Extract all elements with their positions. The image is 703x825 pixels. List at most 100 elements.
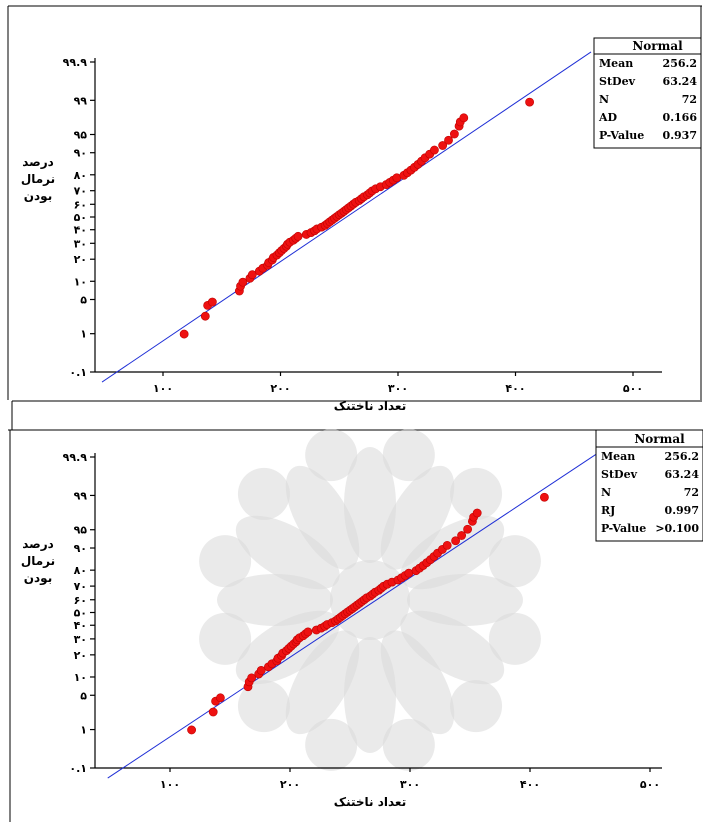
y-tick-label: ۹۹ — [74, 489, 88, 502]
watermark-petal — [380, 465, 455, 570]
legend-stat-value: 0.997 — [665, 504, 699, 517]
legend-stat-value: 63.24 — [663, 75, 698, 88]
legend-stat-value: 72 — [682, 93, 697, 106]
watermark-arc — [199, 535, 252, 588]
legend-stat-label: P-Value — [599, 129, 644, 142]
y-tick-label: ۱ — [80, 724, 87, 737]
x-tick-label: ۴۰۰ — [505, 382, 525, 395]
data-point — [438, 141, 448, 150]
y-tick-label: ۹۹.۹ — [63, 451, 88, 464]
legend-stat-label: Mean — [599, 57, 633, 70]
data-point — [256, 665, 266, 675]
x-tick-label: ۴۰۰ — [520, 778, 540, 791]
x-tick-label: ۳۰۰ — [388, 382, 408, 395]
data-point — [200, 311, 210, 321]
watermark-petal — [400, 515, 505, 590]
watermark-arc — [450, 680, 503, 733]
legend-stat-value: >0.100 — [655, 522, 699, 535]
y-tick-label: ۴۰ — [74, 619, 87, 632]
y-tick-label: ۵۰ — [74, 607, 87, 620]
watermark-arc — [199, 612, 252, 665]
y-axis-title-line: درصد — [22, 155, 54, 169]
y-tick-label: ۳۰ — [74, 633, 87, 646]
x-tick-label: ۲۰۰ — [280, 778, 300, 791]
legend-stat-label: StDev — [599, 75, 636, 88]
y-tick-label: ۳۰ — [74, 237, 87, 250]
data-point — [238, 277, 248, 287]
data-point — [303, 627, 313, 637]
y-tick-label: ۹۵ — [74, 524, 88, 537]
watermark-arc — [450, 467, 503, 520]
y-tick-label: ۶۰ — [74, 594, 87, 607]
legend-stat-value: 0.166 — [663, 111, 698, 124]
data-point — [179, 329, 189, 339]
data-point — [442, 540, 452, 550]
y-tick-label: ۰.۱ — [69, 762, 87, 775]
y-tick-label: ۹۰ — [74, 147, 87, 160]
data-point — [247, 270, 257, 280]
data-point — [449, 129, 459, 139]
legend-stat-label: P-Value — [601, 522, 646, 535]
legend-stat-value: 0.937 — [663, 129, 697, 142]
y-axis-title-line: بودن — [24, 189, 52, 204]
watermark-petal — [285, 465, 360, 570]
y-tick-label: ۹۹.۹ — [63, 56, 88, 69]
watermark-arc — [237, 680, 290, 733]
y-tick-label: ۰.۱ — [69, 366, 87, 379]
y-tick-label: ۶۰ — [74, 198, 87, 211]
legend-box: Normal Mean 256.2 StDev 63.24 N 72 RJ 0.997 P-Val… — [595, 429, 703, 542]
data-point — [207, 297, 217, 307]
y-tick-label: ۱۰ — [74, 275, 87, 288]
legend-stat-label: StDev — [601, 468, 638, 481]
data-point — [463, 524, 472, 534]
y-tick-label: ۴۰ — [74, 224, 87, 237]
x-tick-label: ۵۰۰ — [623, 382, 643, 395]
legend-frame — [593, 37, 702, 149]
fitted-normal-line — [107, 446, 608, 779]
data-point — [457, 531, 466, 540]
watermark-petal — [400, 610, 505, 685]
legend-title: Normal — [634, 432, 685, 446]
y-tick-label: ۹۰ — [74, 542, 87, 555]
legend-stat-label: RJ — [601, 504, 615, 517]
y-tick-label: ۵۰ — [74, 211, 87, 224]
y-tick-label: ۵ — [80, 689, 87, 702]
y-tick-label: ۱۰ — [74, 671, 87, 684]
legend-stat-value: 63.24 — [665, 468, 700, 481]
y-tick-label: ۹۵ — [74, 128, 88, 141]
watermark-petal — [285, 630, 360, 735]
data-point — [451, 536, 460, 546]
y-tick-label: ۸۰ — [74, 564, 87, 577]
data-point — [459, 113, 469, 123]
y-tick-label: ۱ — [80, 328, 87, 341]
x-tick-label: ۵۰۰ — [640, 778, 660, 791]
data-point — [525, 97, 534, 107]
legend-stat-label: N — [599, 93, 609, 106]
y-tick-label: ۷۰ — [74, 580, 87, 593]
data-point — [247, 673, 256, 683]
y-axis-title-line: نرمال — [21, 172, 55, 186]
fitted-normal-line — [101, 51, 592, 383]
legend-stat-label: AD — [598, 111, 618, 124]
x-axis-title: تعداد ناختنک — [334, 399, 406, 413]
x-tick-label: ۲۰۰ — [270, 382, 290, 395]
legend-stat-value: 72 — [684, 486, 699, 499]
watermark-arc — [488, 612, 541, 665]
data-point — [540, 492, 549, 502]
legend-frame — [595, 429, 703, 542]
y-tick-label: ۵ — [80, 294, 87, 307]
watermark-petal — [235, 515, 340, 590]
legend-box: Normal Mean 256.2 StDev 63.24 N 72 AD 0.166 P-Val… — [593, 37, 702, 149]
y-tick-label: ۸۰ — [74, 169, 87, 182]
data-point — [215, 693, 225, 703]
y-tick-label: ۲۰ — [74, 649, 87, 662]
y-axis-title-line: نرمال — [21, 554, 55, 568]
watermark-arc — [305, 429, 358, 482]
x-tick-label: ۱۰۰ — [160, 778, 180, 791]
watermark-petal — [380, 630, 455, 735]
legend-stat-value: 256.2 — [663, 57, 697, 70]
x-axis-title: تعداد ناختنک — [334, 795, 406, 809]
